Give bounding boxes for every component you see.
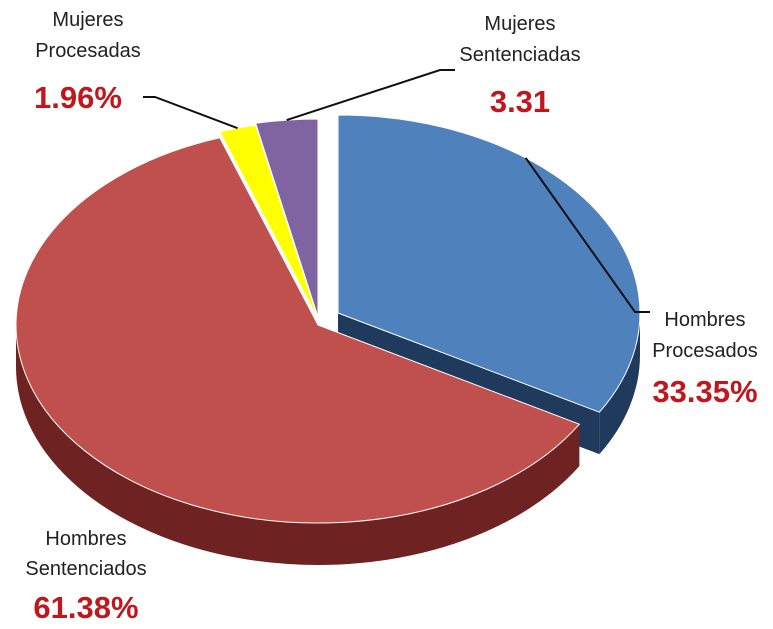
leader-line-mujeres-procesadas <box>143 96 238 130</box>
pie-slice-mujeres-sentenciadas <box>254 118 319 318</box>
pie-slice-mujeres-procesadas <box>219 124 319 320</box>
label-hombres-procesados-line1: Hombres <box>664 309 745 331</box>
leader-line-hombres-procesados <box>524 157 650 313</box>
pie-slice-hombres-procesados <box>337 114 641 413</box>
label-mujeres-sentenciadas-line2: Sentenciadas <box>459 44 580 66</box>
value-label-mujeres-procesadas: 1.96% <box>34 80 122 115</box>
value-label-mujeres-sentenciadas: 3.31 <box>490 84 550 119</box>
label-hombres-sentenciados-line2: Sentenciados <box>25 558 146 580</box>
value-label-hombres-sentenciados: 61.38% <box>33 590 138 625</box>
pie-slice-hombres-sentenciados <box>15 137 581 524</box>
pie-top-layer <box>15 114 641 524</box>
value-label-hombres-procesados: 33.35% <box>652 374 757 409</box>
label-mujeres-procesadas-line2: Procesadas <box>35 40 141 62</box>
leader-lines <box>143 69 650 313</box>
label-hombres-sentenciados-line1: Hombres <box>45 528 126 550</box>
label-mujeres-sentenciadas-line1: Mujeres <box>484 13 555 35</box>
leader-line-mujeres-sentenciadas <box>286 69 455 122</box>
pie-side-hombres-procesados <box>599 313 640 455</box>
label-hombres-procesados-line2: Procesados <box>652 340 758 362</box>
pie-side-hombres-sentenciados <box>16 325 580 565</box>
label-mujeres-procesadas-line1: Mujeres <box>52 9 123 31</box>
